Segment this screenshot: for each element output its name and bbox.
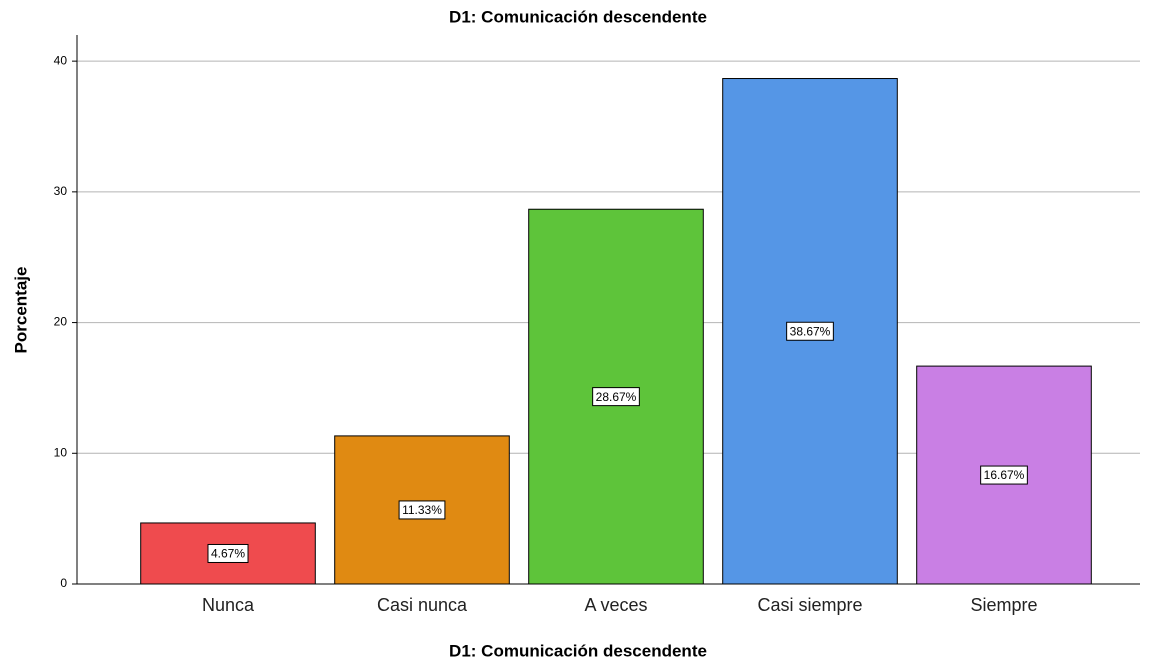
y-tick-label: 0 xyxy=(60,576,67,590)
value-label-box xyxy=(980,465,1028,485)
value-label-box xyxy=(398,500,446,520)
y-tick-label: 30 xyxy=(54,184,68,198)
y-axis-label: Porcentaje xyxy=(11,267,30,354)
value-label: 11.33% xyxy=(402,503,442,517)
x-tick-label: Casi siempre xyxy=(757,595,862,615)
chart-title: D1: Comunicación descendente xyxy=(449,7,707,26)
y-tick-label: 40 xyxy=(54,53,68,67)
value-label: 28.67% xyxy=(596,390,637,404)
x-tick-label: Siempre xyxy=(970,595,1037,615)
value-label-box xyxy=(207,543,249,563)
value-label: 16.67% xyxy=(984,468,1025,482)
value-label: 38.67% xyxy=(790,324,831,338)
value-label-box xyxy=(592,387,640,407)
x-axis-label: D1: Comunicación descendente xyxy=(449,641,707,660)
x-tick-label: Casi nunca xyxy=(377,595,468,615)
value-label-box xyxy=(786,321,834,341)
value-label: 4.67% xyxy=(211,547,245,561)
y-tick-label: 20 xyxy=(54,315,68,329)
x-tick-label: Nunca xyxy=(202,595,255,615)
x-tick-label: A veces xyxy=(584,595,647,615)
y-tick-label: 10 xyxy=(54,445,68,459)
